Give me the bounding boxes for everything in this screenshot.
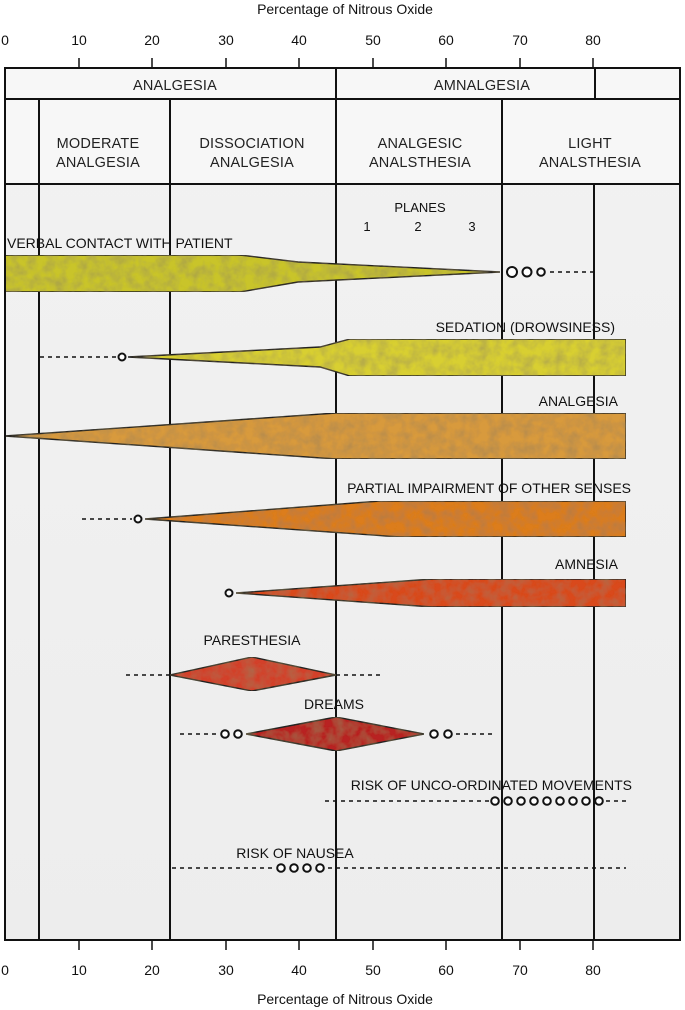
- header-light-line2: ANALSTHESIA: [539, 155, 641, 171]
- header-dissociation-line2: ANALGESIA: [210, 155, 294, 171]
- bottom-tick-marks: [78, 940, 594, 950]
- bottom-tick-40: 40: [291, 962, 307, 978]
- header-amnalgesia: AMNALGESIA: [434, 78, 530, 94]
- sedation-label: SEDATION (DROWSINESS): [436, 319, 615, 335]
- paresthesia-label: PARESTHESIA: [204, 632, 302, 648]
- header-analgesic-line1: ANALGESIC: [378, 136, 463, 152]
- bottom-axis-title: Percentage of Nitrous Oxide: [257, 991, 433, 1007]
- top-tick-marks: [78, 58, 594, 68]
- top-tick-20: 20: [144, 32, 160, 48]
- plane-1: 1: [363, 219, 370, 234]
- paresthesia-band: [169, 656, 337, 692]
- top-tick-40: 40: [291, 32, 307, 48]
- header-moderate-line1: MODERATE: [57, 136, 140, 152]
- top-tick-10: 10: [71, 32, 87, 48]
- diagram-frame: [4, 67, 681, 941]
- top-tick-30: 30: [218, 32, 234, 48]
- top-tick-0: 0: [1, 32, 9, 48]
- nausea-label: RISK OF NAUSEA: [236, 845, 354, 861]
- dreams-label: DREAMS: [304, 696, 364, 712]
- dreams-band: [245, 716, 425, 752]
- amnesia-label: AMNESIA: [555, 556, 619, 572]
- partial-impairment-band: [144, 500, 627, 538]
- top-axis-ticks: 0 10 20 30 40 50 60 70 80: [1, 32, 601, 48]
- top-tick-50: 50: [365, 32, 381, 48]
- bottom-tick-70: 70: [512, 962, 528, 978]
- plane-2: 2: [414, 219, 421, 234]
- partial-impairment-label: PARTIAL IMPAIRMENT OF OTHER SENSES: [347, 480, 631, 496]
- top-tick-60: 60: [438, 32, 454, 48]
- top-axis-title: Percentage of Nitrous Oxide: [257, 1, 433, 17]
- header-moderate-line2: ANALGESIA: [56, 155, 140, 171]
- nausea-dots: [276, 863, 325, 873]
- bottom-tick-20: 20: [144, 962, 160, 978]
- bottom-tick-60: 60: [438, 962, 454, 978]
- uncoordinated-dots: [490, 796, 604, 806]
- bottom-tick-50: 50: [365, 962, 381, 978]
- bottom-tick-0: 0: [1, 962, 9, 978]
- uncoordinated-label: RISK OF UNCO-ORDINATED MOVEMENTS: [351, 777, 632, 793]
- bottom-tick-10: 10: [71, 962, 87, 978]
- bottom-tick-30: 30: [218, 962, 234, 978]
- header-light-line1: LIGHT: [568, 136, 612, 152]
- bottom-axis-ticks: 0 10 20 30 40 50 60 70 80: [1, 962, 601, 978]
- sedation-band: [127, 338, 627, 377]
- plane-3: 3: [468, 219, 475, 234]
- analgesia-label: ANALGESIA: [539, 393, 619, 409]
- amnesia-band: [235, 578, 627, 608]
- header-dissociation-line1: DISSOCIATION: [199, 136, 304, 152]
- header-analgesia: ANALGESIA: [133, 78, 217, 94]
- verbal-contact-band: [4, 254, 501, 293]
- verbal-contact-label: VERBAL CONTACT WITH PATIENT: [7, 235, 233, 251]
- top-tick-80: 80: [585, 32, 601, 48]
- header-analgesic-line2: ANALSTHESIA: [369, 155, 471, 171]
- bottom-tick-80: 80: [585, 962, 601, 978]
- top-tick-70: 70: [512, 32, 528, 48]
- analgesia-band: [4, 412, 627, 460]
- planes-title: PLANES: [394, 200, 446, 215]
